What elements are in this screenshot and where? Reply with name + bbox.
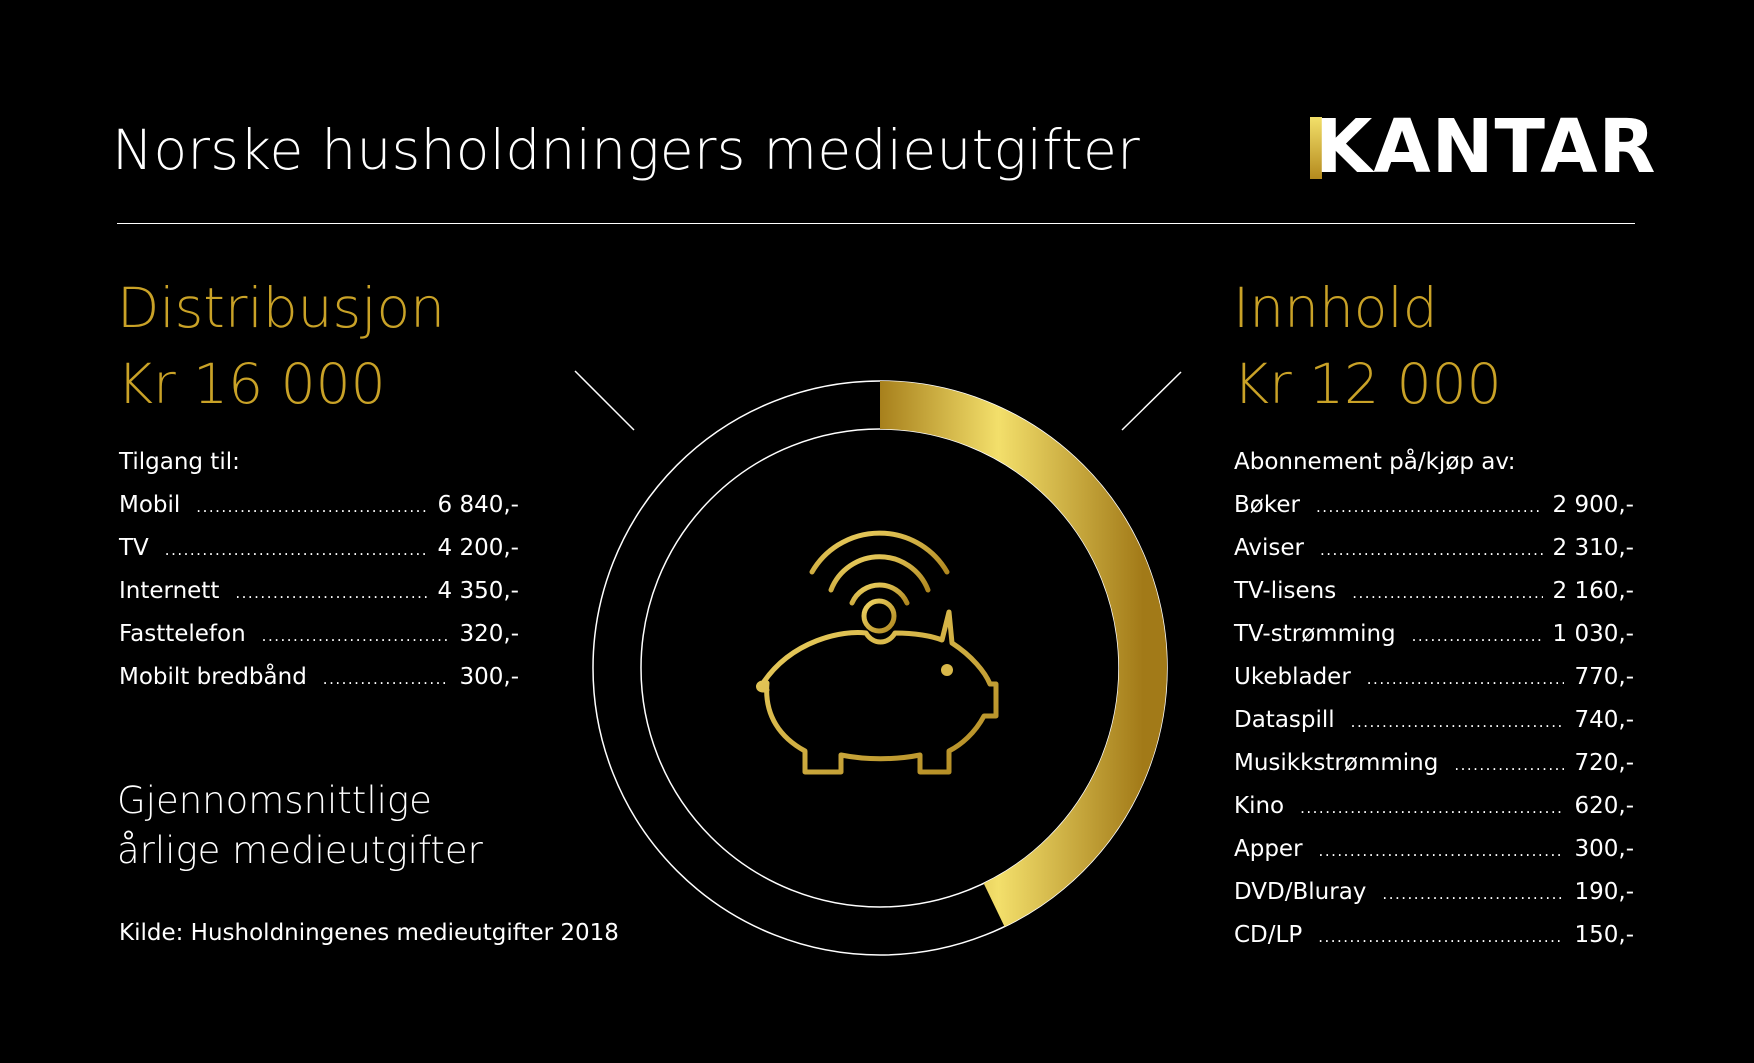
distribution-list-title: Tilgang til: [119, 449, 240, 475]
content-item-value: 620,- [1574, 793, 1634, 819]
dot-leader: ........................................… [1315, 498, 1543, 516]
source-note: Kilde: Husholdningenes medieutgifter 201… [119, 920, 619, 946]
distribution-list: Tilgang til: Mobil......................… [119, 447, 519, 705]
dot-leader: ........................................… [1352, 584, 1542, 602]
logo-text: KANTAR [1315, 104, 1657, 190]
content-heading: Innhold Kr 12 000 [1233, 270, 1502, 422]
distribution-item-row: Mobilt bredbånd.........................… [119, 662, 519, 705]
content-title: Innhold [1233, 276, 1438, 340]
subtitle-line-2: årlige medieutgifter [117, 829, 483, 872]
content-item-label: Ukeblader [1234, 664, 1351, 690]
distribution-item-row: Fasttelefon.............................… [119, 619, 519, 662]
content-item-label: Apper [1234, 836, 1303, 862]
page-title: Norske husholdningers medieutgifter [112, 118, 1140, 182]
dot-leader: ........................................… [1318, 928, 1564, 946]
content-item-value: 770,- [1574, 664, 1634, 690]
distribution-item-label: Mobil [119, 492, 181, 518]
content-item-label: CD/LP [1234, 922, 1303, 948]
content-item-label: Kino [1234, 793, 1285, 819]
dot-leader: ........................................… [235, 584, 427, 602]
dot-leader: ........................................… [1454, 756, 1564, 774]
dot-leader: ........................................… [1350, 713, 1565, 731]
content-item-row: CD/LP...................................… [1234, 920, 1634, 963]
kantar-logo: KANTAR [1310, 110, 1656, 185]
distribution-item-label: Internett [119, 578, 220, 604]
left-connector-line [574, 370, 635, 431]
dot-leader: ........................................… [196, 498, 428, 516]
subtitle-line-1: Gjennomsnittlige [117, 779, 432, 822]
distribution-item-value: 4 350,- [437, 578, 519, 604]
content-item-row: TV-strømming............................… [1234, 619, 1634, 662]
content-item-value: 2 160,- [1552, 578, 1634, 604]
distribution-item-value: 320,- [459, 621, 519, 647]
distribution-item-row: Mobil...................................… [119, 490, 519, 533]
distribution-item-value: 300,- [459, 664, 519, 690]
distribution-title: Distribusjon [117, 276, 445, 340]
content-item-row: TV-lisens...............................… [1234, 576, 1634, 619]
distribution-item-row: Internett...............................… [119, 576, 519, 619]
content-item-value: 300,- [1574, 836, 1634, 862]
content-amount: Kr 12 000 [1233, 352, 1502, 416]
content-item-row: Aviser..................................… [1234, 533, 1634, 576]
right-connector-line [1121, 371, 1182, 431]
distribution-item-label: Mobilt bredbånd [119, 664, 307, 690]
content-list: Abonnement på/kjøp av: Bøker............… [1234, 447, 1634, 963]
content-item-value: 150,- [1574, 922, 1634, 948]
content-item-value: 190,- [1574, 879, 1634, 905]
donut-segments [592, 380, 1168, 956]
content-item-row: Ukeblader...............................… [1234, 662, 1634, 705]
content-item-value: 2 310,- [1552, 535, 1634, 561]
content-item-row: Dataspill...............................… [1234, 705, 1634, 748]
content-item-row: Apper...................................… [1234, 834, 1634, 877]
piggy-bank-wifi-icon [756, 530, 999, 775]
content-item-label: Dataspill [1234, 707, 1335, 733]
dot-leader: ........................................… [322, 670, 450, 688]
content-item-label: Aviser [1234, 535, 1304, 561]
content-item-label: TV-lisens [1234, 578, 1337, 604]
content-item-label: Musikkstrømming [1234, 750, 1439, 776]
chart-subtitle: Gjennomsnittlige årlige medieutgifter [117, 776, 483, 876]
dot-leader: ........................................… [164, 541, 428, 559]
distribution-item-label: Fasttelefon [119, 621, 246, 647]
header-divider [117, 223, 1635, 224]
distribution-item-value: 4 200,- [437, 535, 519, 561]
distribution-heading: Distribusjon Kr 16 000 [117, 270, 445, 422]
content-item-row: Bøker...................................… [1234, 490, 1634, 533]
distribution-item-row: TV......................................… [119, 533, 519, 576]
content-item-row: Kino....................................… [1234, 791, 1634, 834]
dot-leader: ........................................… [261, 627, 450, 645]
distribution-amount: Kr 16 000 [117, 352, 386, 416]
content-item-value: 740,- [1574, 707, 1634, 733]
dot-leader: ........................................… [1318, 842, 1565, 860]
donut-slice-innhold [879, 381, 1167, 927]
content-item-value: 720,- [1574, 750, 1634, 776]
dot-leader: ........................................… [1319, 541, 1543, 559]
content-item-row: DVD/Bluray..............................… [1234, 877, 1634, 920]
content-item-row: Musikkstrømming.........................… [1234, 748, 1634, 791]
content-item-label: TV-strømming [1234, 621, 1396, 647]
piggy-eye [941, 664, 953, 676]
content-item-value: 1 030,- [1552, 621, 1634, 647]
donut-inner-ring [640, 428, 1120, 908]
dot-leader: ........................................… [1300, 799, 1564, 817]
distribution-item-value: 6 840,- [437, 492, 519, 518]
content-item-label: DVD/Bluray [1234, 879, 1367, 905]
distribution-item-label: TV [119, 535, 149, 561]
content-list-title: Abonnement på/kjøp av: [1234, 449, 1516, 475]
content-item-value: 2 900,- [1552, 492, 1634, 518]
dot-leader: ........................................… [1366, 670, 1565, 688]
logo-accent-bar [1310, 117, 1322, 179]
content-item-label: Bøker [1234, 492, 1300, 518]
dot-leader: ........................................… [1411, 627, 1543, 645]
dot-leader: ........................................… [1382, 885, 1565, 903]
